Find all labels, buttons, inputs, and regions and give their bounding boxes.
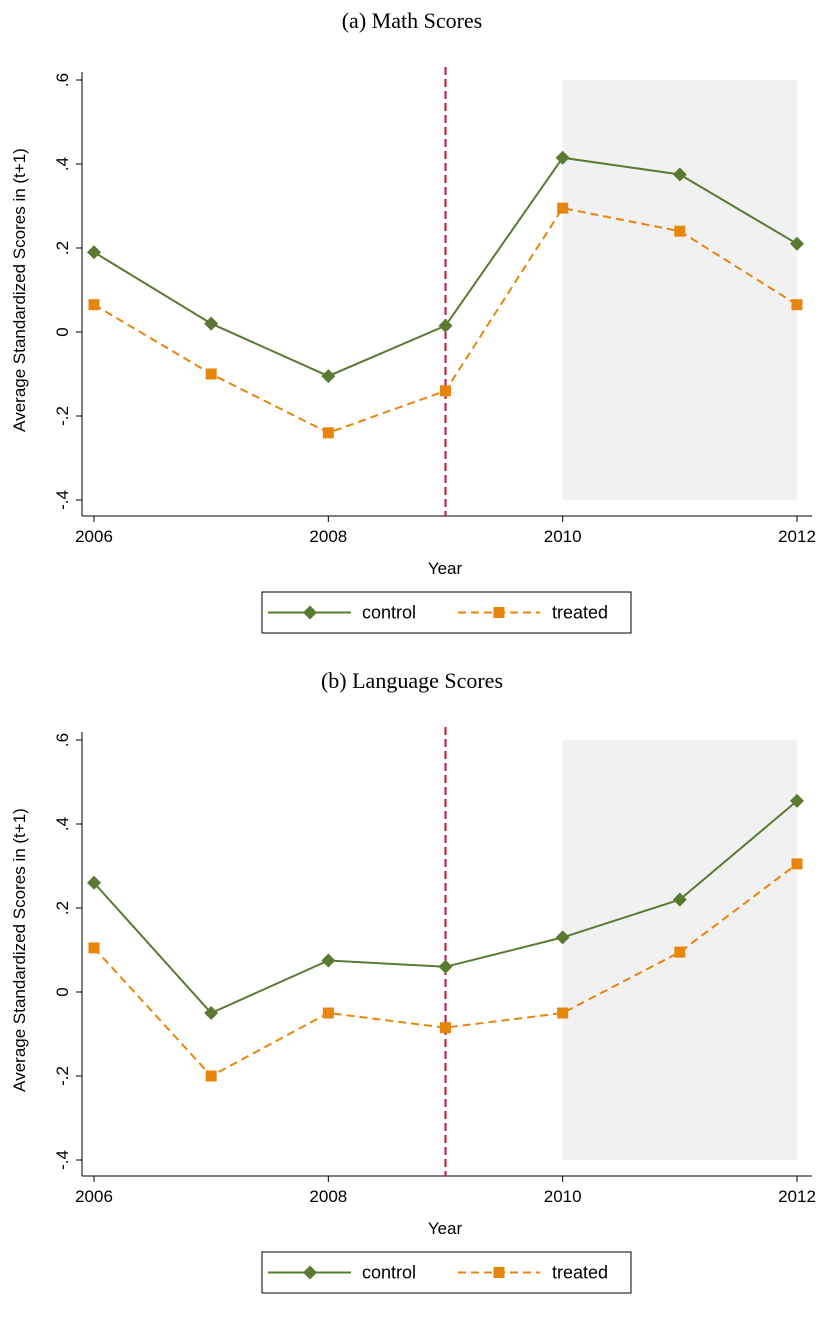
legend-control-marker xyxy=(303,605,317,620)
control-point xyxy=(555,150,570,165)
x-tick-label: 2006 xyxy=(75,527,113,546)
treated-point xyxy=(205,368,217,380)
treated-point xyxy=(557,202,569,214)
treated-point xyxy=(88,942,100,954)
treated-point xyxy=(322,1007,334,1019)
math-scores-chart: -.4 -.2 0 .2 .4 .6 2006 2008 2010 2012 Year Average… xyxy=(10,67,816,634)
math-scores-panel: (a) Math Scores -.4 -.2 0 .2 .4 .6 2006 2008 201… xyxy=(10,8,816,634)
x-tick-label: 2012 xyxy=(778,1187,816,1206)
control-point xyxy=(87,875,101,890)
treated-point xyxy=(791,858,803,870)
y-tick-label: -.2 xyxy=(53,406,72,426)
chart-title: (a) Math Scores xyxy=(341,8,483,33)
legend-treated-label: treated xyxy=(552,1263,608,1283)
treated-point xyxy=(440,1022,451,1034)
control-point xyxy=(438,318,453,333)
control-point xyxy=(555,930,570,945)
y-axis-label: Average Standardized Scores in (t+1) xyxy=(10,148,29,432)
control-point xyxy=(204,1006,219,1020)
treated-point xyxy=(674,225,686,237)
control-point xyxy=(672,892,687,907)
x-axis-label: Year xyxy=(428,559,463,578)
control-point xyxy=(321,369,336,384)
y-tick-label: .2 xyxy=(53,901,72,915)
legend-control-label: control xyxy=(362,603,416,623)
y-tick-label: .4 xyxy=(53,817,72,831)
y-tick-label: 0 xyxy=(53,987,72,996)
y-tick-label: -.4 xyxy=(53,1150,72,1170)
y-tick-label: 0 xyxy=(53,327,72,336)
legend-treated-label: treated xyxy=(552,603,608,623)
x-tick-label: 2006 xyxy=(75,1187,113,1206)
legend-control-label: control xyxy=(362,1263,416,1283)
x-axis-label: Year xyxy=(428,1219,463,1238)
x-tick-label: 2010 xyxy=(544,527,582,546)
legend-control-marker xyxy=(303,1265,317,1280)
treated-point xyxy=(88,299,100,311)
x-tick-label: 2008 xyxy=(309,527,347,546)
treated-point xyxy=(205,1070,217,1082)
y-tick-label: .4 xyxy=(53,157,72,171)
control-point xyxy=(790,236,804,251)
control-point xyxy=(672,167,687,182)
control-point xyxy=(321,953,336,968)
legend-treated-marker xyxy=(493,1267,505,1278)
y-tick-label: .2 xyxy=(53,241,72,255)
control-point xyxy=(87,245,101,260)
chart-title: (b) Language Scores xyxy=(320,668,504,693)
treated-point xyxy=(674,946,686,958)
y-tick-label: .6 xyxy=(53,73,72,87)
y-axis-label: Average Standardized Scores in (t+1) xyxy=(10,808,29,1092)
control-point xyxy=(204,316,219,331)
x-tick-label: 2008 xyxy=(309,1187,347,1206)
treated-point xyxy=(322,427,334,439)
control-point xyxy=(790,793,804,808)
control-point xyxy=(438,959,453,974)
x-tick-label: 2010 xyxy=(544,1187,582,1206)
treated-point xyxy=(557,1007,569,1019)
language-scores-chart: -.4 -.2 0 .2 .4 .6 2006 2008 2010 2012 Year Average… xyxy=(10,727,816,1294)
y-tick-label: -.2 xyxy=(53,1066,72,1086)
treated-point xyxy=(791,299,803,311)
treated-point xyxy=(440,385,451,397)
language-scores-panel: (b) Language Scores -.4 -.2 0 .2 .4 .6 2006 200… xyxy=(0,660,824,1320)
y-tick-label: -.4 xyxy=(53,490,72,510)
shaded-region xyxy=(562,80,797,500)
legend-treated-marker xyxy=(493,607,505,618)
y-tick-label: .6 xyxy=(53,733,72,747)
x-tick-label: 2012 xyxy=(778,527,816,546)
